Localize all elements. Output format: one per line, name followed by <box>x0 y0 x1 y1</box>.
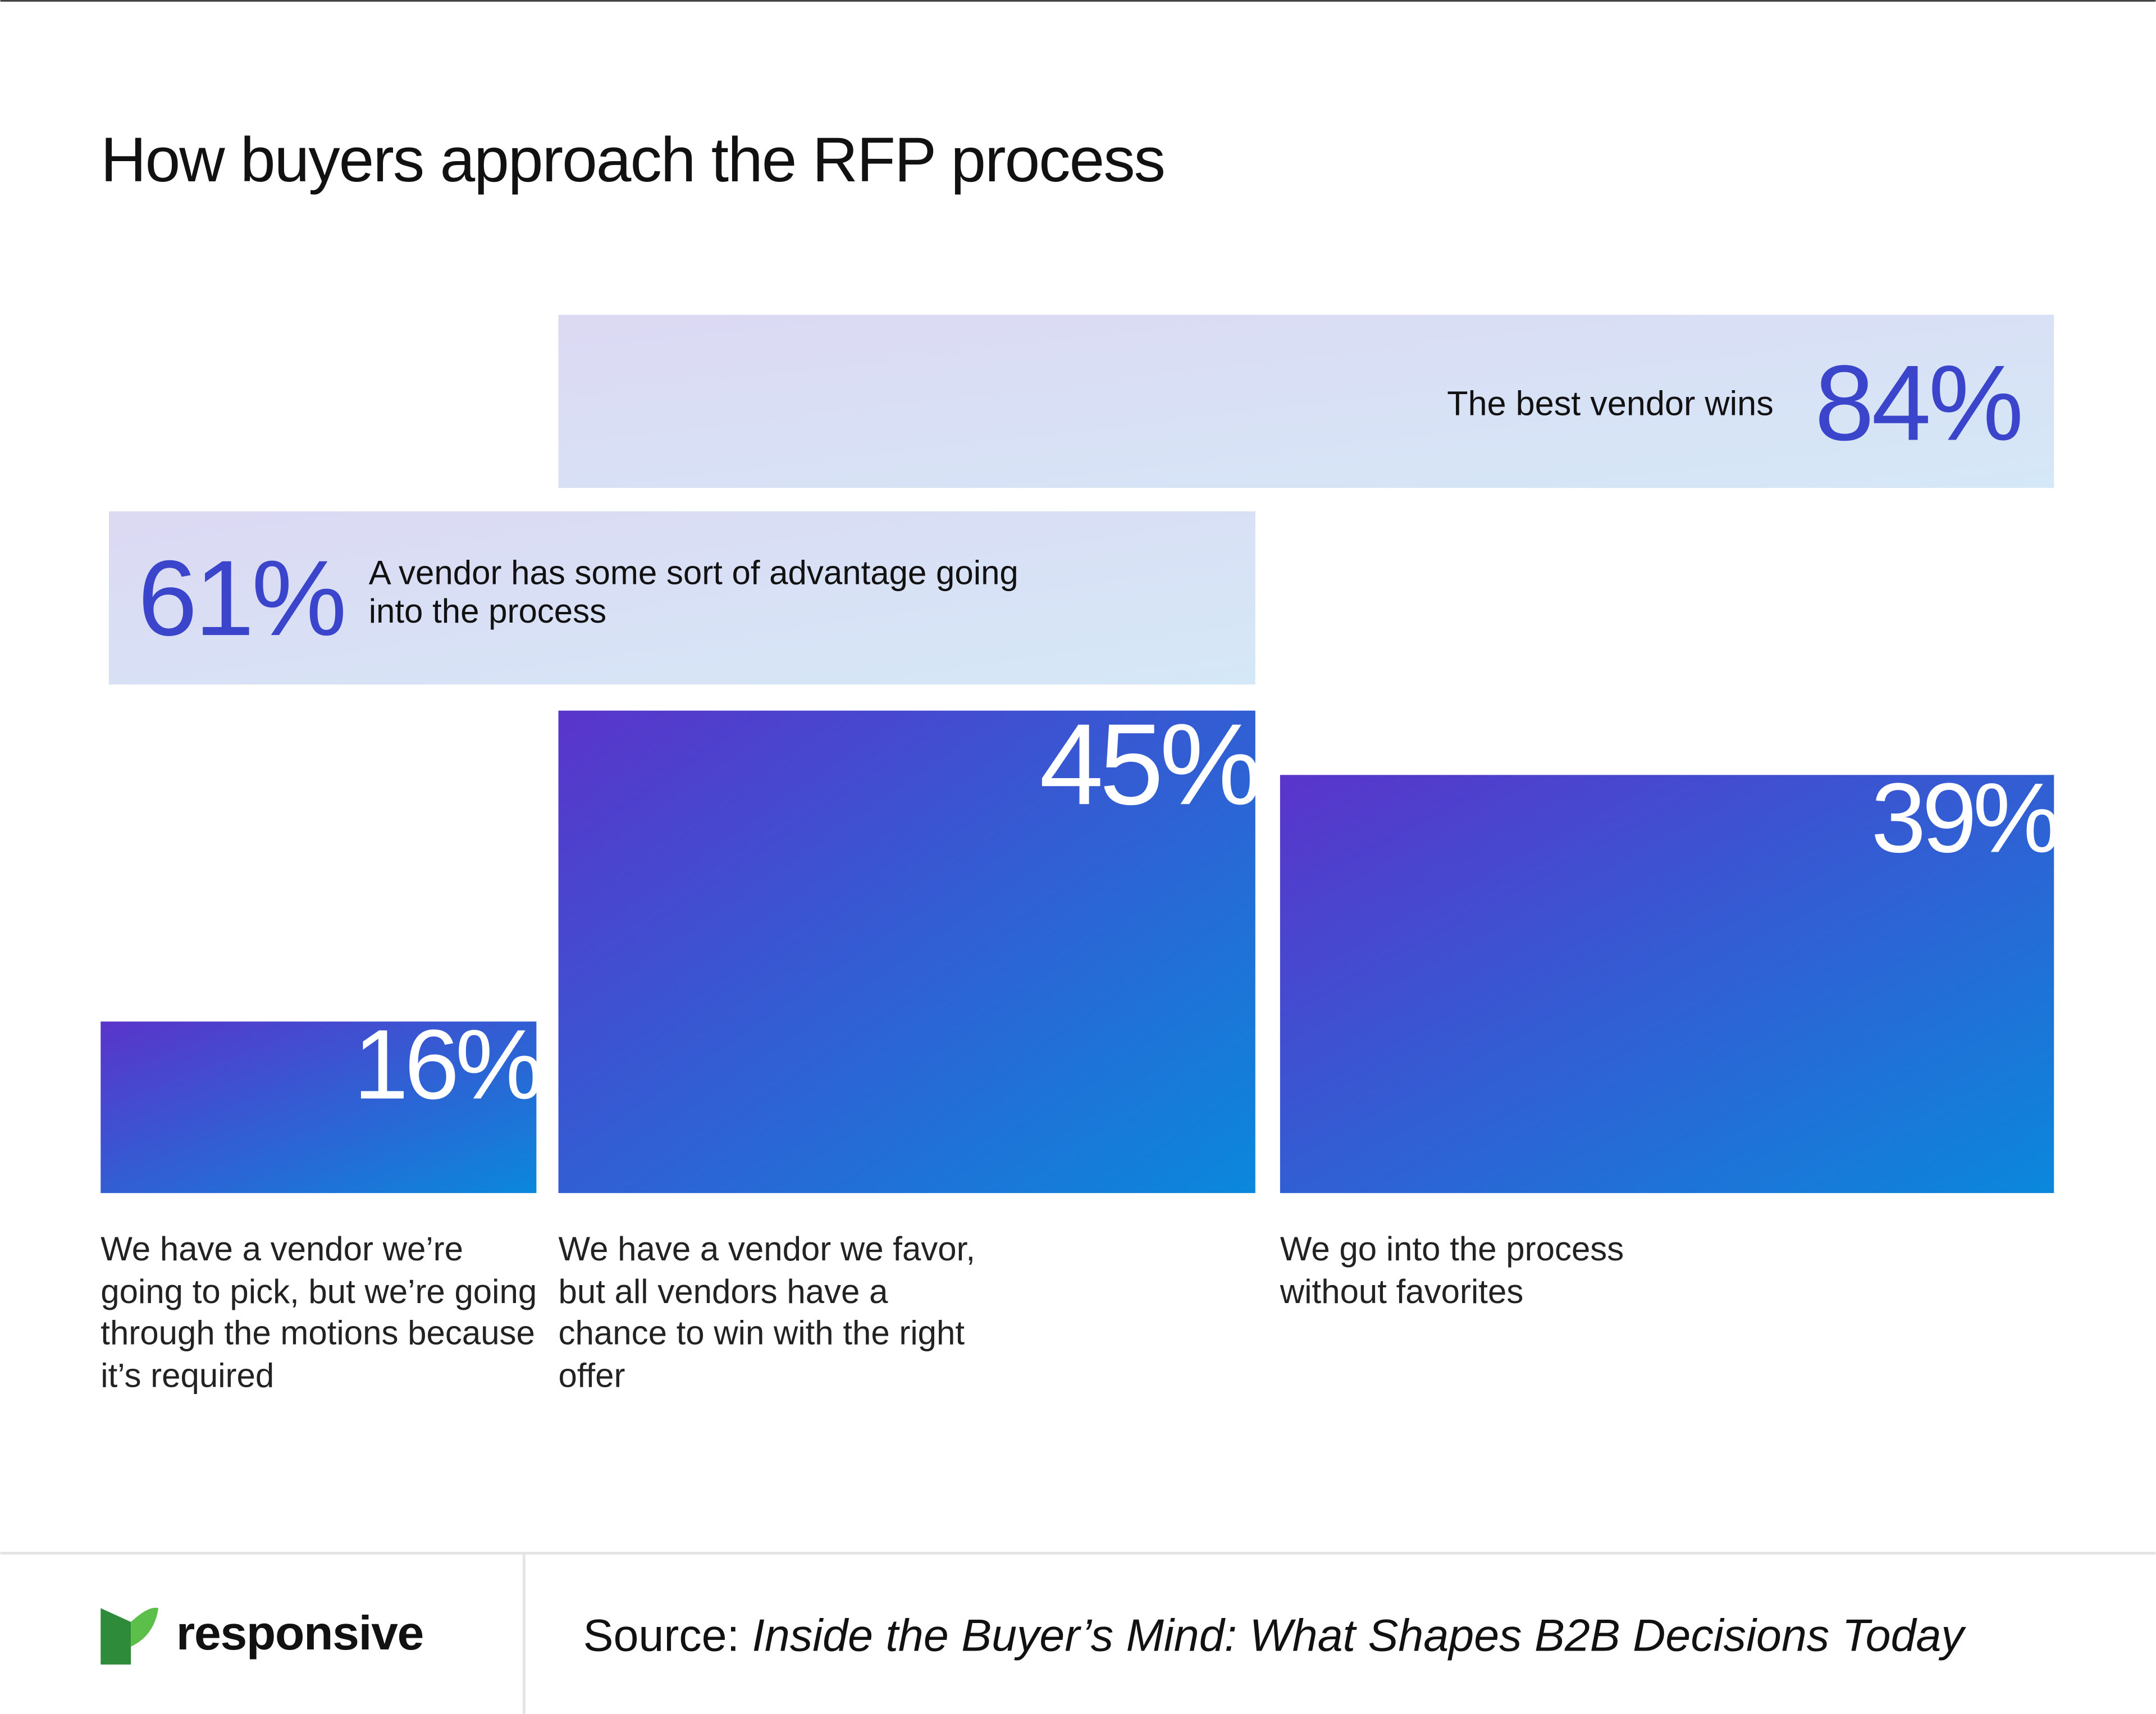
brand: responsive <box>176 1606 423 1660</box>
value-label: 16% <box>354 1009 540 1120</box>
group-label: A vendor has some sort of advantage goin… <box>368 555 1018 631</box>
category-text: We go into the process without favorites <box>1280 1231 1624 1311</box>
category-text: We have a vendor we favor, but all vendo… <box>558 1231 975 1395</box>
bar <box>101 1021 537 1194</box>
group-value: 84% <box>1815 343 2021 463</box>
group-band <box>108 511 1255 685</box>
category-label: We go into the process without favorites <box>1280 1231 1624 1311</box>
category-label: We have a vendor we’re going to pick, bu… <box>101 1231 537 1395</box>
value-label: 39% <box>1871 762 2057 873</box>
logo <box>101 1607 159 1665</box>
group-band <box>558 314 2054 488</box>
bar <box>558 710 1255 1194</box>
source: Source: Inside the Buyer’s Mind: What Sh… <box>583 1610 1967 1661</box>
source-prefix: Source: <box>583 1610 739 1661</box>
group-label: The best vendor wins <box>1447 384 1774 422</box>
group-label-text: A vendor has some sort of advantage goin… <box>368 555 1018 631</box>
category-label: We have a vendor we favor, but all vendo… <box>558 1231 975 1395</box>
category-text: We have a vendor we’re going to pick, bu… <box>101 1231 537 1395</box>
group-value: 61% <box>138 538 344 658</box>
bar <box>1280 775 2054 1194</box>
source-title: Inside the Buyer’s Mind: What Shapes B2B… <box>752 1610 1966 1661</box>
value-label: 45% <box>1039 700 1258 829</box>
title: How buyers approach the RFP process <box>101 124 1164 195</box>
